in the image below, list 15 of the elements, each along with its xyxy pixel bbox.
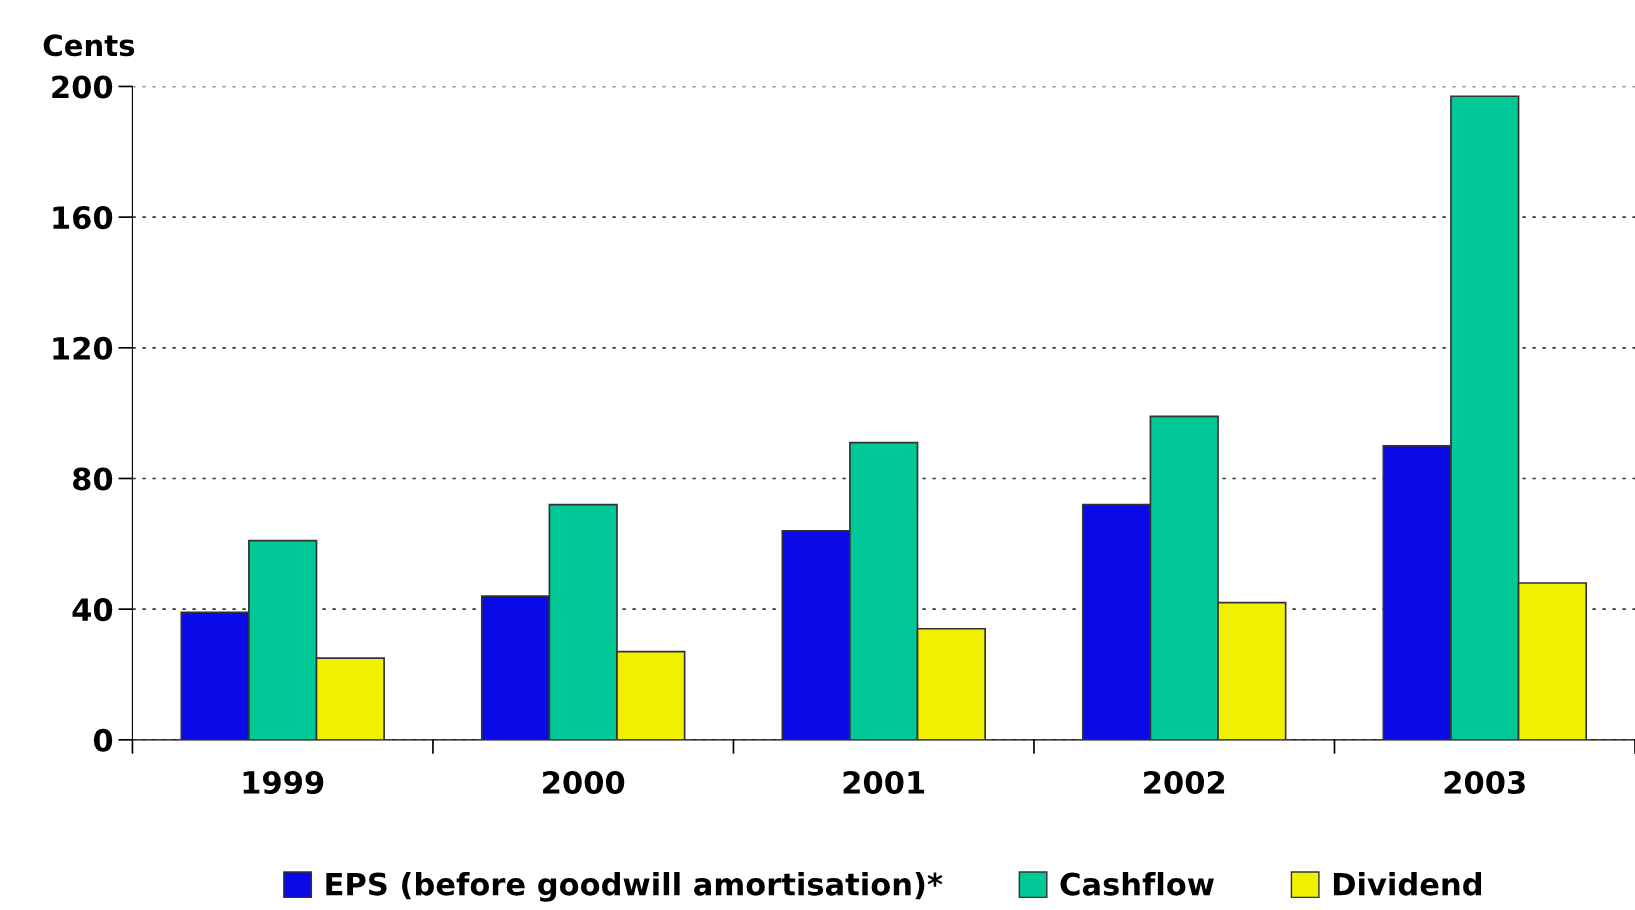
x-tick-label: 2002 — [1144, 770, 1225, 795]
x-tick-label: 2000 — [543, 770, 625, 795]
y-axis-title: Cents — [43, 34, 135, 57]
x-tick-label: 2001 — [843, 770, 925, 795]
y-tick-label: 200 — [52, 75, 113, 99]
x-tick-label: 1999 — [243, 770, 324, 795]
legend-label: Dividend — [1333, 872, 1482, 896]
y-tick-label: 120 — [53, 336, 113, 360]
legend-label: EPS (before goodwill amortisation)* — [326, 872, 943, 902]
x-tick-label: 2003 — [1444, 770, 1525, 795]
y-tick-label: 80 — [73, 467, 113, 491]
y-tick-label: 160 — [53, 206, 113, 230]
y-tick-label: 0 — [93, 728, 113, 752]
y-tick-label: 40 — [72, 598, 113, 622]
legend-label: Cashflow — [1060, 872, 1214, 896]
